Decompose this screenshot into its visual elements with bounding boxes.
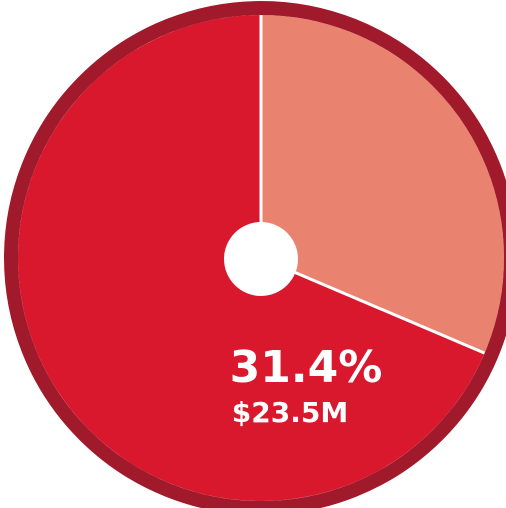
- pie: [4, 1, 506, 508]
- slice-divider: [260, 256, 486, 355]
- pie-slice: [261, 15, 504, 354]
- outer-ring: [4, 1, 506, 508]
- amount-label: $23.5M: [232, 396, 348, 429]
- center-hole: [224, 222, 298, 296]
- value-label: 31.4%: [230, 342, 383, 393]
